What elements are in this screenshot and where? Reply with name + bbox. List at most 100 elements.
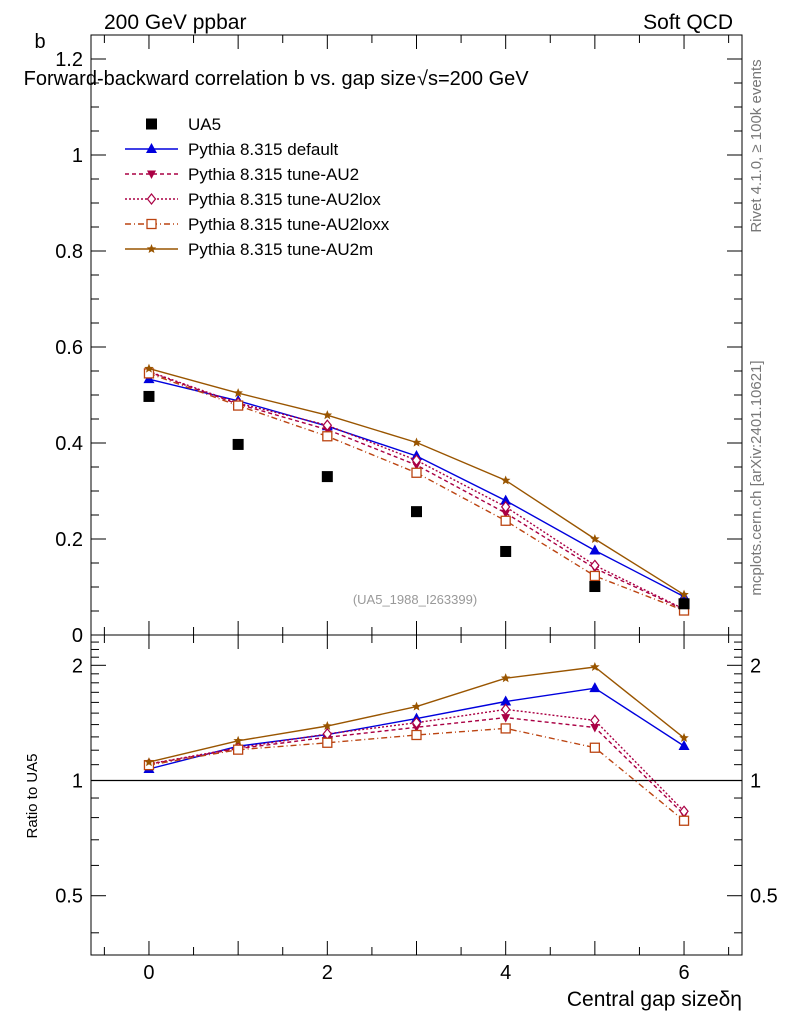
series-line: [148, 370, 685, 610]
ratio-point: [590, 714, 600, 727]
ratio-point: [232, 744, 244, 755]
ratio-series: [143, 661, 690, 826]
ratio-point: [500, 723, 511, 734]
collider-label: 200 GeV ppbar: [104, 11, 246, 34]
series-point: [411, 467, 422, 478]
series-point: [589, 570, 601, 582]
series-line: [148, 378, 685, 598]
data-point: [321, 471, 333, 483]
series-point: [500, 475, 511, 485]
ratio-panel: 0.5 0.5 1 1 2 2: [55, 634, 778, 956]
ratio-y-axis-label: Ratio to UA5: [24, 753, 41, 838]
main-tick-labels: 0 0.2 0.4 0.6 0.8 1 1.2: [55, 49, 83, 647]
ratio-tick-label-right: 1: [750, 771, 761, 793]
main-ticks: [91, 35, 742, 636]
series-point: [589, 544, 601, 555]
y-tick-label: 0.4: [55, 433, 83, 455]
series-point: [233, 388, 243, 398]
legend-marker: [146, 193, 157, 205]
ratio-point: [500, 703, 511, 716]
data-point: [678, 598, 690, 610]
data-point: [411, 506, 422, 518]
legend-label: Pythia 8.315 tune-AU2m: [188, 240, 373, 259]
legend-marker: [146, 244, 157, 254]
series-point: [144, 363, 154, 373]
main-series: [143, 363, 690, 616]
ratio-point: [411, 716, 422, 729]
plot-title: Forward-backward correlation b vs. gap s…: [24, 68, 416, 90]
legend-marker: [146, 218, 157, 230]
data-point: [232, 438, 244, 450]
legend-marker: [146, 143, 157, 153]
series-point: [322, 419, 333, 432]
series-point: [500, 500, 511, 513]
rivet-label: Rivet 4.1.0, ≥ 100k events: [748, 59, 765, 232]
legend-label: UA5: [188, 115, 221, 134]
ratio-point: [500, 673, 511, 683]
main-panel: 0 0.2 0.4 0.6 0.8 1 1.2 Forward-backward corre…: [24, 34, 743, 647]
ratio-tick-label: 2: [72, 655, 83, 677]
legend-marker: [146, 118, 157, 130]
legend-label: Pythia 8.315 tune-AU2: [188, 165, 359, 184]
data-point: [589, 581, 601, 593]
ratio-tick-label-right: 2: [750, 655, 761, 677]
ratio-frame: [90, 634, 743, 956]
ratio-point: [411, 701, 422, 711]
series-point: [501, 509, 511, 519]
ratio-point: [501, 714, 511, 723]
ratio-tick-label-right: 0.5: [750, 886, 778, 908]
series-point: [500, 515, 511, 526]
legend-marker: [147, 170, 156, 179]
legend-label: Pythia 8.315 default: [188, 140, 339, 159]
series-point: [322, 431, 333, 442]
ratio-point: [144, 757, 154, 767]
legend-label: Pythia 8.315 tune-AU2lox: [188, 190, 381, 209]
ratio-point: [590, 723, 600, 733]
series-line: [148, 367, 685, 596]
x-tick-label: 2: [322, 962, 333, 984]
data-point: [500, 545, 512, 557]
x-tick-label: 4: [500, 962, 511, 984]
series-point: [322, 410, 333, 420]
series-point: [411, 437, 422, 447]
mcplots-label: mcplots.cern.ch [arXiv:2401.10621]: [748, 360, 765, 595]
series-point: [500, 494, 512, 505]
y-axis-label: b: [34, 31, 45, 53]
y-tick-label: 0.8: [55, 241, 83, 263]
data-point: [143, 390, 155, 402]
series-point: [411, 454, 422, 467]
analysis-tag: (UA5_1988_I263399): [353, 592, 477, 607]
series-point: [590, 534, 600, 544]
y-tick-label: 0: [72, 625, 83, 647]
ratio-point: [589, 682, 601, 693]
series-point: [590, 559, 600, 572]
ratio-point: [678, 815, 690, 826]
y-tick-label: 1.2: [55, 49, 83, 71]
ratio-ticks: [91, 635, 742, 955]
y-tick-label: 1: [72, 145, 83, 167]
legend-label: Pythia 8.315 tune-AU2loxx: [188, 215, 390, 234]
ratio-point: [411, 729, 422, 741]
ratio-tick-label: 1: [72, 771, 83, 793]
legend: UA5 Pythia 8.315 default Pythia 8.315 tune…: [125, 115, 390, 259]
ratio-point: [590, 661, 600, 672]
category-label: Soft QCD: [643, 11, 733, 34]
x-axis-label: Central gap sizeδη: [567, 988, 742, 1011]
ratio-point: [233, 735, 243, 745]
plot-title-energy: √s=200 GeV: [417, 68, 529, 90]
ratio-point: [322, 721, 333, 731]
ratio-point: [322, 737, 333, 748]
ratio-point: [500, 695, 512, 706]
series-point: [679, 589, 689, 599]
ratio-point: [678, 739, 690, 750]
x-tick-label: 0: [143, 962, 154, 984]
ratio-tick-label: 0.5: [55, 886, 83, 908]
series-line: [148, 372, 685, 612]
series-point: [232, 400, 244, 411]
y-tick-label: 0.6: [55, 337, 83, 359]
ratio-tick-labels: 0.5 0.5 1 1 2 2: [55, 655, 778, 907]
x-tick-label: 6: [678, 962, 689, 984]
y-tick-label: 0.2: [55, 529, 83, 551]
series-line: [148, 371, 685, 611]
